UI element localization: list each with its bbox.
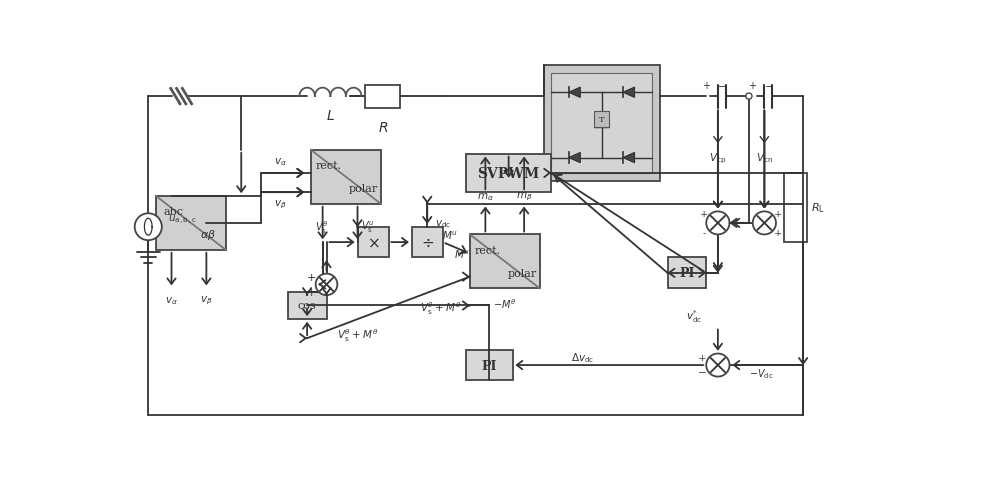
Text: $v_\alpha$: $v_\alpha$ [274, 156, 286, 168]
Text: polar: polar [508, 268, 537, 278]
Text: $M^{u}$: $M^{u}$ [442, 229, 458, 241]
Text: abc: abc [163, 207, 183, 217]
Bar [551, 74, 652, 174]
Text: $v_\alpha$: $v_\alpha$ [165, 294, 178, 306]
Text: T: T [599, 116, 604, 124]
Text: $M^{u}$: $M^{u}$ [454, 248, 470, 260]
Text: $+$: $+$ [748, 80, 757, 91]
Polygon shape [569, 153, 580, 163]
Text: PI: PI [482, 359, 497, 372]
Bar [311, 151, 381, 204]
Text: $L$: $L$ [326, 109, 335, 123]
Polygon shape [623, 153, 635, 163]
Circle shape [706, 212, 730, 235]
Bar [594, 112, 609, 127]
Text: +: + [306, 287, 316, 298]
Text: $V_{\rm s}^{\theta}+M^{\theta}$: $V_{\rm s}^{\theta}+M^{\theta}$ [337, 326, 378, 343]
Bar [544, 66, 660, 181]
Text: $-$: $-$ [717, 81, 726, 90]
Text: +: + [698, 353, 707, 362]
Text: $\times$: $\times$ [367, 236, 379, 249]
Text: $m_\beta$: $m_\beta$ [516, 190, 532, 203]
Text: $+$: $+$ [702, 80, 711, 91]
Text: $v_\beta$: $v_\beta$ [200, 294, 213, 306]
Text: $\div$: $\div$ [421, 236, 434, 249]
Text: $\alpha\beta$: $\alpha\beta$ [200, 228, 216, 242]
Text: $R$: $R$ [378, 121, 388, 135]
Bar [412, 227, 443, 258]
Text: $v_\beta$: $v_\beta$ [274, 198, 286, 210]
Circle shape [753, 212, 776, 235]
Text: $R_{\rm L}$: $R_{\rm L}$ [811, 201, 825, 215]
Text: +: + [306, 272, 316, 282]
Bar [466, 350, 512, 381]
Bar [365, 85, 400, 108]
Text: $v_{\rm dc}^{*}$: $v_{\rm dc}^{*}$ [686, 307, 702, 324]
Text: $u_{\rm a,b,c}$: $u_{\rm a,b,c}$ [168, 213, 196, 226]
Text: cos: cos [298, 301, 316, 311]
Text: +: + [774, 228, 782, 238]
Bar [668, 258, 706, 288]
Text: polar: polar [349, 184, 378, 194]
Circle shape [316, 274, 337, 296]
Text: rect.: rect. [474, 245, 500, 255]
Bar [470, 235, 540, 288]
Text: +: + [774, 209, 782, 218]
Polygon shape [569, 88, 580, 98]
Circle shape [706, 354, 730, 377]
Text: PI: PI [679, 267, 695, 280]
Text: -: - [703, 228, 706, 238]
Bar [784, 174, 807, 243]
Text: SVPWM: SVPWM [478, 166, 540, 181]
Text: $v_{\rm dc}$: $v_{\rm dc}$ [435, 218, 451, 229]
Text: $-$: $-$ [764, 81, 773, 90]
Text: $-V_{\rm dc}$: $-V_{\rm dc}$ [749, 366, 773, 380]
Text: $V_{\rm s}^{\theta}$: $V_{\rm s}^{\theta}$ [315, 219, 328, 236]
Text: $m_\alpha$: $m_\alpha$ [477, 191, 494, 203]
Text: $V_{\rm s}^{\theta}+M^{\theta}$: $V_{\rm s}^{\theta}+M^{\theta}$ [420, 300, 461, 316]
Polygon shape [623, 88, 635, 98]
Bar [156, 197, 226, 250]
Text: −: − [698, 368, 707, 377]
Bar [466, 154, 551, 193]
Text: $V_{\rm cn}$: $V_{\rm cn}$ [756, 151, 773, 165]
Text: $-M^{\theta}$: $-M^{\theta}$ [493, 297, 516, 311]
Circle shape [135, 214, 162, 241]
Circle shape [746, 94, 752, 100]
Text: +: + [700, 209, 708, 218]
Text: $V_{\rm cp}$: $V_{\rm cp}$ [709, 151, 727, 165]
Text: rect.: rect. [315, 161, 342, 171]
Bar [358, 227, 388, 258]
Bar [288, 292, 326, 319]
Text: $\Delta v_{\rm dc}$: $\Delta v_{\rm dc}$ [571, 351, 594, 365]
Text: $V_{\rm s}^{u}$: $V_{\rm s}^{u}$ [361, 220, 375, 235]
